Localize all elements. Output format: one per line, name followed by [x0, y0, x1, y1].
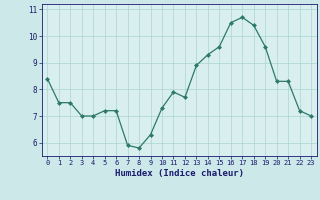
X-axis label: Humidex (Indice chaleur): Humidex (Indice chaleur) — [115, 169, 244, 178]
